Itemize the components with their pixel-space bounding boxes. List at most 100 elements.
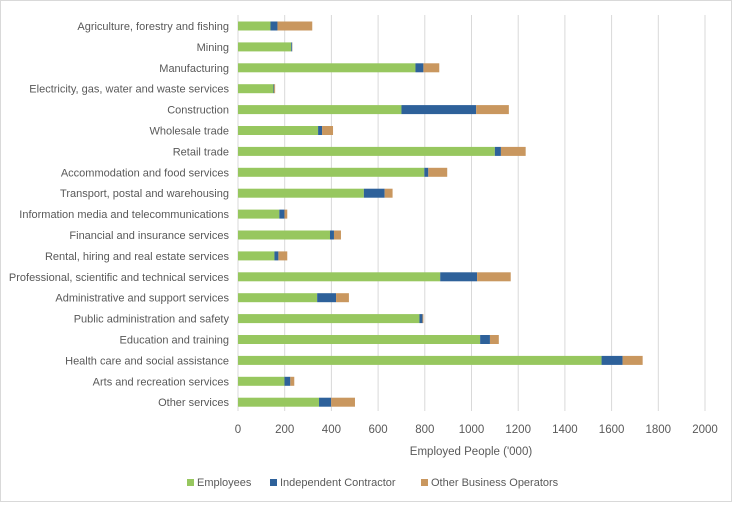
bar-other-business-operators (284, 210, 287, 219)
bar-employees (238, 22, 270, 31)
bar-other-business-operators (428, 168, 447, 177)
x-tick-label: 1800 (646, 424, 672, 436)
legend-swatch (270, 479, 277, 486)
x-tick-label: 0 (235, 424, 241, 436)
bar-independent-contractor (364, 189, 385, 198)
x-tick-label: 800 (415, 424, 434, 436)
bar-employees (238, 314, 419, 323)
x-tick-label: 200 (275, 424, 294, 436)
bar-other-business-operators (290, 377, 294, 386)
category-label: Mining (197, 42, 229, 54)
bar-independent-contractor (273, 84, 274, 93)
legend-label: Employees (197, 477, 252, 489)
bar-employees (238, 356, 602, 365)
bar-employees (238, 42, 291, 51)
bar-independent-contractor (279, 210, 284, 219)
bar-other-business-operators (278, 251, 287, 260)
bar-employees (238, 126, 318, 135)
x-tick-label: 600 (369, 424, 388, 436)
bar-independent-contractor (440, 272, 477, 281)
bar-employees (238, 105, 401, 114)
bar-independent-contractor (291, 42, 292, 51)
bar-employees (238, 210, 279, 219)
bar-employees (238, 272, 440, 281)
bar-other-business-operators (477, 272, 511, 281)
x-tick-label: 1200 (505, 424, 531, 436)
bar-independent-contractor (318, 126, 322, 135)
legend-swatch (421, 479, 428, 486)
category-label: Construction (167, 105, 229, 117)
category-label: Arts and recreation services (93, 376, 230, 388)
bar-employees (238, 293, 317, 302)
category-label: Retail trade (173, 146, 229, 158)
category-label: Wholesale trade (150, 126, 230, 138)
category-label: Information media and telecommunications (19, 209, 229, 221)
bar-independent-contractor (319, 398, 331, 407)
x-tick-label: 2000 (692, 424, 718, 436)
bar-independent-contractor (602, 356, 623, 365)
bar-employees (238, 251, 274, 260)
gridlines (238, 15, 705, 411)
category-label: Agriculture, forestry and fishing (77, 21, 229, 33)
category-label: Accommodation and food services (61, 167, 230, 179)
x-axis-label: Employed People ('000) (410, 446, 533, 458)
x-tick-label: 400 (322, 424, 341, 436)
legend: Employees Independent Contractor Other Bus… (187, 477, 559, 489)
category-label: Financial and insurance services (69, 230, 229, 242)
bar-other-business-operators (336, 293, 349, 302)
bar-independent-contractor (419, 314, 422, 323)
bar-independent-contractor (330, 231, 334, 240)
bar-other-business-operators (334, 231, 341, 240)
category-label: Transport, postal and warehousing (60, 188, 229, 200)
bar-employees (238, 231, 330, 240)
bar-independent-contractor (274, 251, 278, 260)
bar-other-business-operators (501, 147, 526, 156)
bar-employees (238, 398, 319, 407)
x-tick-label: 1000 (459, 424, 485, 436)
category-label: Other services (158, 397, 229, 409)
category-label: Manufacturing (159, 63, 229, 75)
bar-other-business-operators (422, 314, 423, 323)
bar-independent-contractor (495, 147, 501, 156)
category-label: Professional, scientific and technical s… (9, 272, 230, 284)
bar-employees (238, 147, 495, 156)
bar-other-business-operators (331, 398, 355, 407)
category-label: Rental, hiring and real estate services (45, 251, 230, 263)
bars (238, 22, 643, 407)
legend-swatch (187, 479, 194, 486)
category-label: Administrative and support services (55, 293, 229, 305)
bar-other-business-operators (423, 63, 439, 72)
x-tick-labels: 0 200 400 600 800 1000 1200 1400 1600 1800 2000 (235, 424, 718, 436)
bar-independent-contractor (317, 293, 336, 302)
legend-label: Independent Contractor (280, 477, 396, 489)
bar-employees (238, 84, 273, 93)
bar-other-business-operators (274, 84, 275, 93)
bar-independent-contractor (270, 22, 277, 31)
bar-other-business-operators (322, 126, 333, 135)
bar-independent-contractor (480, 335, 490, 344)
bar-employees (238, 189, 364, 198)
bar-other-business-operators (623, 356, 643, 365)
bar-other-business-operators (277, 22, 312, 31)
bar-employees (238, 377, 284, 386)
bar-independent-contractor (401, 105, 476, 114)
x-tick-label: 1400 (552, 424, 578, 436)
category-label: Electricity, gas, water and waste servic… (29, 84, 229, 96)
category-label: Public administration and safety (74, 314, 230, 326)
bar-independent-contractor (424, 168, 428, 177)
bar-employees (238, 63, 415, 72)
bar-independent-contractor (284, 377, 290, 386)
bar-other-business-operators (476, 105, 509, 114)
category-label: Health care and social assistance (65, 355, 229, 367)
category-labels: Agriculture, forestry and fishing Mining M… (9, 21, 230, 409)
bar-employees (238, 335, 480, 344)
bar-other-business-operators (385, 189, 393, 198)
legend-label: Other Business Operators (431, 477, 559, 489)
bar-employees (238, 168, 424, 177)
bar-independent-contractor (415, 63, 423, 72)
category-label: Education and training (120, 335, 229, 347)
x-tick-label: 1600 (599, 424, 625, 436)
bar-other-business-operators (490, 335, 499, 344)
